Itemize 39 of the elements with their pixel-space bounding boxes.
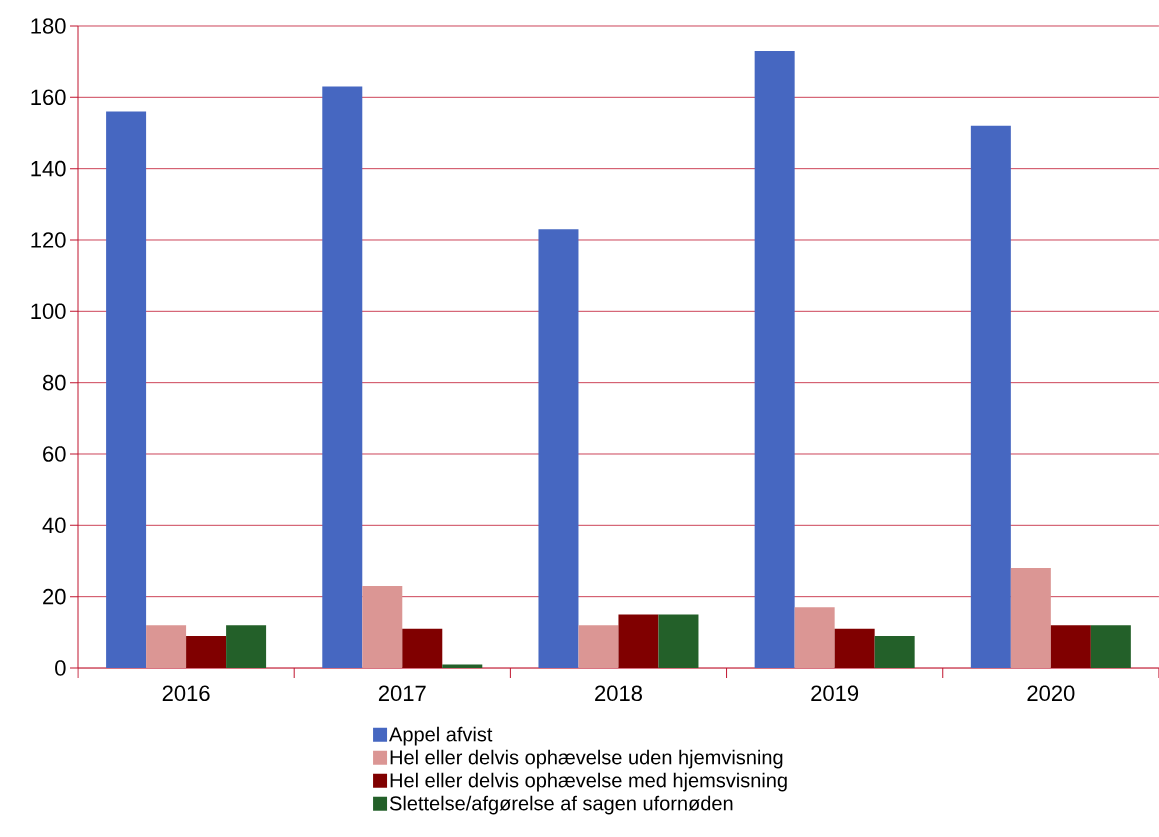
bar [538, 229, 579, 668]
bar [578, 625, 619, 668]
y-tick-label: 0 [55, 660, 66, 676]
x-tick-label: 2017 [378, 685, 426, 702]
bar [618, 614, 659, 668]
y-tick-label: 100 [31, 303, 66, 320]
bar [146, 625, 187, 668]
bar [402, 628, 443, 668]
bar [834, 628, 875, 668]
bar [754, 50, 795, 668]
bar [794, 607, 835, 668]
bar [362, 585, 403, 668]
bar [1090, 625, 1131, 668]
bar [1050, 625, 1091, 668]
bar [658, 614, 699, 668]
legend-label: Slettelse/afgørelse af sagen ufornøden [389, 795, 733, 815]
y-tick-label: 20 [43, 588, 66, 605]
legend-label: Hel eller delvis ophævelse med hjemsvisning [390, 772, 787, 792]
y-tick-label: 120 [31, 232, 66, 248]
x-tick-label: 2020 [1027, 685, 1075, 702]
y-tick-label: 160 [31, 89, 66, 106]
x-tick-label: 2018 [595, 685, 642, 702]
bar [1010, 568, 1051, 668]
y-tick-label: 40 [42, 517, 66, 534]
x-tick-label: 2016 [162, 685, 210, 702]
bar [442, 664, 483, 668]
bar [186, 635, 227, 668]
bar [874, 635, 915, 668]
legend-label: Hel eller delvis ophævelse uden hjemvisning [390, 749, 783, 769]
bar [970, 125, 1011, 668]
y-tick-label: 80 [42, 374, 66, 391]
bar [322, 86, 363, 668]
bar [226, 625, 267, 668]
x-tick-label: 2019 [811, 685, 859, 702]
bar [106, 111, 147, 668]
legend-label: Appel afvist [389, 726, 493, 746]
y-tick-label: 180 [31, 18, 66, 34]
y-tick-label: 140 [31, 160, 66, 177]
y-tick-label: 60 [43, 446, 66, 462]
